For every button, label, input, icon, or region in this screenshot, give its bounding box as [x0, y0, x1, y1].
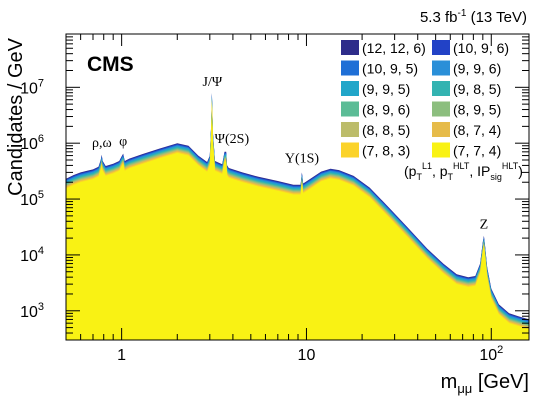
cms-label: CMS	[87, 53, 134, 76]
x-tick-label: 10	[298, 347, 316, 364]
peak-label: Υ(1S)	[285, 152, 320, 167]
x-axis-label: mμμ [GeV]	[441, 371, 529, 396]
legend-swatch	[432, 60, 450, 76]
legend-title: (pTL1, pTHLT, IPsigHLT)	[404, 161, 523, 182]
legend-entry: (10, 9, 6)	[453, 40, 509, 56]
peak-label: ρ,ω	[92, 136, 112, 151]
legend-entry: (10, 9, 5)	[362, 61, 418, 77]
peak-label: Z	[480, 217, 489, 232]
peak-label: φ	[119, 135, 127, 150]
lumi-label: 5.3 fb-1 (13 TeV)	[420, 8, 527, 26]
legend: (12, 12, 6) (10, 9, 6) (10, 9, 5) (9, 9, 6)…	[341, 40, 509, 159]
legend-entry: (8, 7, 4)	[453, 122, 501, 138]
y-tick-label: 103	[20, 301, 44, 321]
y-tick-label: 106	[20, 133, 44, 153]
legend-entry: (8, 9, 5)	[453, 102, 501, 118]
legend-swatch	[432, 142, 450, 158]
legend-entry: (9, 9, 6)	[453, 61, 501, 77]
tick-labels: 1 10 102 103 104 105 106 107	[20, 77, 503, 364]
legend-entry: (8, 8, 5)	[362, 122, 410, 138]
legend-swatch	[341, 101, 359, 117]
legend-swatch	[432, 122, 450, 137]
legend-entry: (7, 8, 3)	[362, 143, 410, 159]
legend-swatch	[432, 101, 450, 117]
legend-swatch	[341, 60, 359, 76]
legend-entry: (12, 12, 6)	[362, 40, 426, 56]
x-tick-label: 102	[479, 344, 503, 364]
y-tick-label: 107	[20, 77, 44, 97]
axis-ticks	[65, 33, 529, 341]
peak-label: J/Ψ	[203, 75, 223, 90]
legend-entry: (8, 9, 6)	[362, 102, 410, 118]
peak-annotations: ρ,ω φ J/Ψ Ψ(2S) Υ(1S) Z	[92, 75, 488, 232]
legend-swatch	[341, 81, 359, 96]
y-tick-label: 104	[20, 245, 44, 265]
x-tick-label: 1	[117, 347, 126, 364]
legend-entry: (7, 7, 4)	[453, 143, 501, 159]
stacked-areas	[66, 92, 529, 340]
legend-swatch	[341, 40, 359, 55]
y-axis-label: Candidates / GeV	[5, 37, 27, 196]
y-tick-label: 105	[20, 189, 44, 209]
legend-swatch	[432, 40, 450, 55]
legend-entry: (9, 9, 5)	[362, 81, 410, 97]
legend-entry: (9, 8, 5)	[453, 81, 501, 97]
legend-swatch	[341, 122, 359, 137]
legend-swatch	[432, 81, 450, 96]
legend-swatch	[341, 142, 359, 158]
area-12	[66, 102, 529, 340]
peak-label: Ψ(2S)	[215, 132, 250, 147]
